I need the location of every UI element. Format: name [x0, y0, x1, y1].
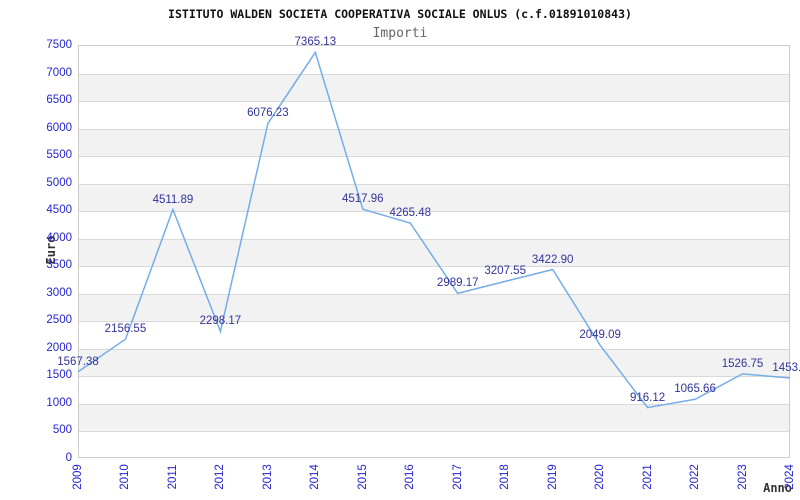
gridline — [79, 73, 789, 75]
gridline — [79, 211, 789, 213]
gridline — [79, 321, 789, 323]
point-value-label: 3207.55 — [484, 265, 526, 278]
y-tick-label: 3500 — [46, 259, 72, 272]
point-value-label: 916.12 — [630, 391, 666, 404]
plot-band — [79, 238, 789, 267]
y-tick-label: 1000 — [46, 396, 72, 409]
point-value-label: 4265.48 — [389, 207, 432, 220]
x-axis-title: Anno — [763, 481, 792, 495]
plot-band — [79, 128, 789, 157]
point-value-label: 2989.17 — [436, 277, 479, 290]
gridline — [79, 156, 789, 158]
chart-subtitle: Importi — [372, 26, 428, 41]
point-value-label: 4511.89 — [152, 193, 194, 206]
y-tick-label: 7000 — [46, 66, 72, 79]
chart-title: ISTITUTO WALDEN SOCIETA COOPERATIVA SOCI… — [168, 7, 632, 21]
y-tick-label: 4500 — [46, 204, 72, 217]
plot-band — [79, 348, 789, 377]
point-value-label: 2298.17 — [199, 315, 242, 328]
y-tick-label: 7500 — [46, 39, 72, 51]
gridline — [79, 128, 789, 130]
point-value-label: 1526.75 — [721, 357, 764, 370]
y-tick-label: 6500 — [46, 94, 72, 107]
point-value-label: 2156.55 — [104, 323, 147, 336]
point-value-label: 4517.96 — [342, 193, 384, 206]
point-value-label: 7365.13 — [294, 36, 337, 49]
y-tick-label: 5500 — [46, 149, 72, 162]
y-tick-label: 0 — [65, 452, 72, 464]
y-tick-label: 6000 — [46, 121, 72, 134]
point-value-label: 1453.1 — [772, 361, 800, 374]
plot-band — [79, 73, 789, 102]
y-tick-label: 500 — [52, 424, 72, 437]
y-tick-label: 2500 — [46, 314, 72, 327]
y-tick-label: 4000 — [46, 231, 72, 244]
y-tick-label: 5000 — [46, 176, 72, 189]
gridline — [79, 238, 789, 240]
plot-band — [79, 403, 789, 432]
gridline — [79, 403, 789, 405]
point-value-label: 1065.66 — [674, 383, 716, 396]
y-tick-label: 3000 — [46, 286, 72, 299]
y-tick-label: 1500 — [46, 369, 72, 382]
y-tick-label: 2000 — [46, 341, 72, 354]
point-value-label: 1567.38 — [57, 355, 99, 368]
point-value-label: 2049.09 — [579, 329, 621, 342]
point-value-label: 6076.23 — [247, 107, 289, 120]
gridline — [79, 348, 789, 350]
gridline — [79, 431, 789, 433]
gridline — [79, 101, 789, 103]
plot-band — [79, 183, 789, 212]
plot-band — [79, 293, 789, 322]
gridline — [79, 183, 789, 185]
gridline — [79, 376, 789, 378]
gridline — [79, 293, 789, 295]
point-value-label: 3422.90 — [531, 253, 574, 266]
plot-area — [78, 45, 790, 458]
gridline — [79, 266, 789, 268]
importi-polyline — [77, 50, 791, 409]
